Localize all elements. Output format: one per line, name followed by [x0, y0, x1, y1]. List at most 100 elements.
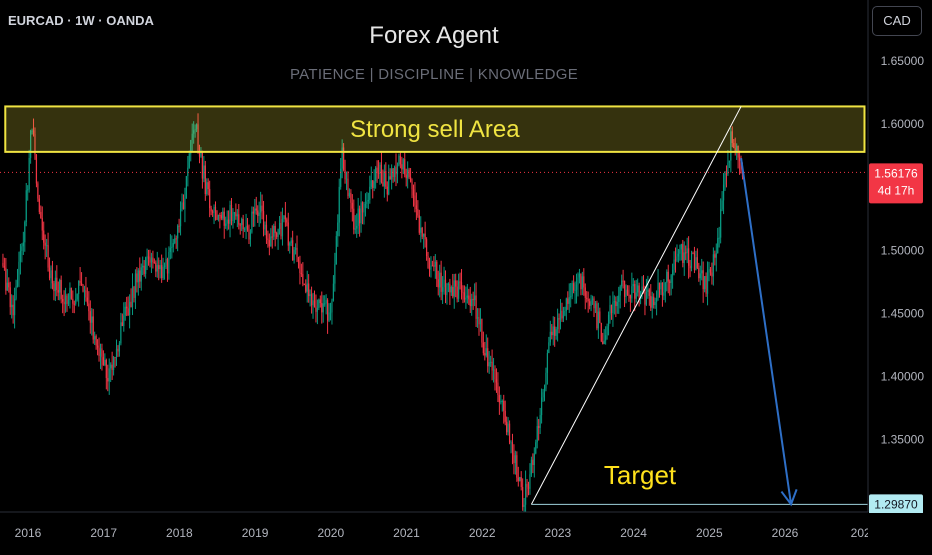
currency-button[interactable]: CAD [872, 6, 922, 36]
candle-body [178, 225, 180, 227]
candle-body [738, 157, 741, 162]
candle-body [498, 395, 500, 403]
price-scale[interactable] [868, 0, 932, 550]
candle-body [686, 248, 688, 253]
candle-body [315, 306, 317, 312]
candle-body [702, 270, 704, 290]
candle-body [174, 238, 176, 244]
candle-body [155, 262, 157, 272]
candle-body [670, 275, 672, 283]
candle-body [567, 298, 569, 304]
candle-body [329, 312, 332, 314]
candle-body [704, 276, 706, 290]
candle-body [305, 284, 307, 292]
x-tick-label: 2016 [15, 526, 42, 540]
candle-body [325, 300, 327, 304]
candle-body [580, 273, 582, 290]
candle-body [43, 230, 45, 243]
candle-body [490, 361, 492, 363]
candle-body [500, 401, 502, 403]
candle-body [606, 326, 608, 336]
candle-body [375, 167, 377, 182]
candle-body [245, 225, 247, 229]
candle-body [460, 282, 463, 293]
candle-body [9, 287, 11, 308]
candle-body [632, 284, 634, 287]
candle-body [481, 318, 483, 343]
candle-body [411, 181, 413, 190]
candle-body [281, 219, 284, 237]
projection-arrow[interactable] [740, 158, 793, 505]
candle-body [140, 267, 142, 282]
candle-body [69, 287, 71, 301]
candle-body [165, 258, 167, 266]
candle-body [331, 300, 333, 313]
candle-body [532, 459, 534, 465]
candle-body [405, 174, 407, 179]
candle-body [50, 270, 52, 279]
candle-body [143, 265, 145, 274]
candle-body [356, 225, 358, 229]
candle-body [312, 300, 314, 306]
candle-body [618, 295, 620, 302]
symbol-label[interactable]: EURCAD · 1W · OANDA [8, 13, 154, 28]
candle-body [232, 212, 234, 221]
candle-body [409, 177, 412, 182]
candle-body [244, 228, 246, 230]
candle-body [651, 296, 653, 308]
candle-body [398, 155, 400, 166]
time-scale[interactable] [0, 512, 868, 550]
candle-body [734, 148, 736, 153]
candle-body [321, 303, 323, 313]
candle-body [316, 308, 319, 312]
candle-body [287, 222, 289, 246]
candle-body [274, 225, 276, 233]
x-tick-label: 2026 [772, 526, 799, 540]
candle-body [156, 265, 158, 272]
trendline[interactable] [530, 106, 742, 505]
candle-body [589, 301, 591, 306]
candle-body [265, 224, 268, 239]
candle-body [456, 286, 458, 299]
candle-body [277, 229, 279, 237]
candle-body [96, 345, 99, 348]
candle-body [555, 329, 557, 336]
candle-body [562, 315, 565, 319]
x-tick-label: 2020 [317, 526, 344, 540]
candle-body [225, 223, 227, 226]
candle-body [190, 139, 192, 154]
candle-body [535, 442, 537, 454]
candle-body [388, 176, 390, 195]
candle-body [625, 289, 627, 297]
candle-body [711, 272, 713, 277]
candle-body [131, 287, 134, 308]
candle-body [22, 242, 24, 247]
candle-body [465, 297, 467, 300]
candle-body [709, 269, 712, 273]
candle-body [112, 357, 115, 370]
x-tick-label: 202 [851, 526, 871, 540]
candle-body [558, 318, 560, 320]
candle-body [561, 310, 563, 319]
candle-body [514, 455, 516, 464]
candle-body [210, 208, 212, 212]
candle-body [223, 211, 225, 226]
candle-body [324, 303, 326, 305]
candle-body [728, 160, 730, 163]
candle-body [145, 257, 147, 274]
candle-body [79, 280, 81, 283]
candle-body [615, 301, 617, 307]
candle-body [417, 209, 419, 216]
candle-body [564, 310, 566, 316]
candle-body [404, 159, 406, 175]
candle-body [581, 276, 583, 290]
y-tick-label: 1.45000 [881, 306, 925, 320]
candle-body [297, 256, 300, 262]
candle-body [720, 209, 722, 238]
candle-body [235, 212, 237, 217]
candle-body [407, 169, 409, 179]
candle-body [664, 282, 666, 293]
candle-body [220, 215, 222, 219]
